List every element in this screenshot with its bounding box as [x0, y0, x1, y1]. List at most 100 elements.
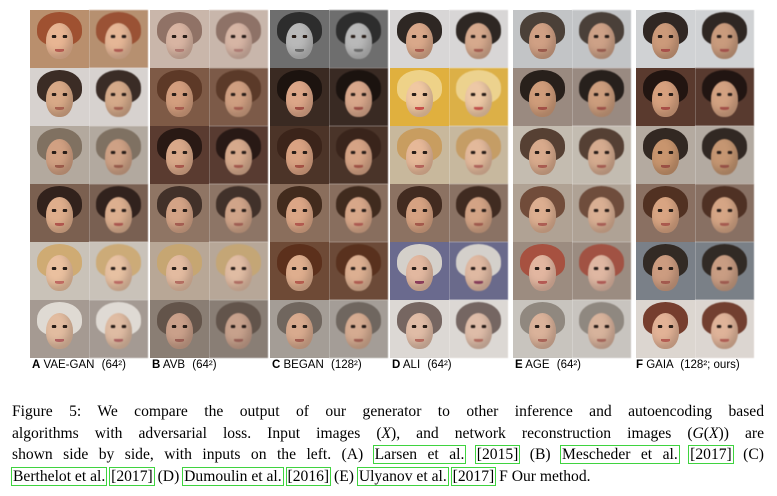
input-face-image: [270, 242, 329, 300]
face-mouth: [596, 164, 607, 168]
face-mouth: [353, 280, 364, 284]
panel-method-name: AVB: [162, 359, 186, 371]
face-eyes: [592, 92, 611, 97]
input-face-image: [150, 10, 209, 68]
face-mouth: [473, 222, 484, 226]
face-eyes: [715, 34, 734, 39]
face-eyes: [109, 92, 128, 97]
input-face-image: [636, 184, 695, 242]
face-mouth: [660, 280, 671, 284]
face-eyes: [109, 266, 128, 271]
face-mouth: [660, 164, 671, 168]
face-mouth: [294, 280, 305, 284]
panel-label-c: C BEGAN (128²): [272, 357, 362, 373]
citation-ulyanov-year[interactable]: [2017]: [450, 466, 497, 486]
face-eyes: [170, 150, 189, 155]
face-eyes: [533, 266, 552, 271]
face-eyes: [715, 92, 734, 97]
face-mouth: [414, 164, 425, 168]
face-eyes: [50, 150, 69, 155]
face-mouth: [537, 48, 548, 52]
panel-letter: B: [152, 359, 161, 371]
caption-text: algorithms with adversarial loss. Input …: [12, 424, 382, 442]
panel-method-name: AGE: [525, 359, 550, 371]
face-eyes: [50, 34, 69, 39]
face-eyes: [229, 92, 248, 97]
face-mouth: [54, 338, 65, 342]
face-mouth: [537, 222, 548, 226]
face-mouth: [54, 164, 65, 168]
panel-label-b: B AVB (64²): [152, 357, 217, 373]
reconstruction-face-image: [695, 68, 754, 126]
face-mouth: [473, 48, 484, 52]
input-face-image: [270, 68, 329, 126]
panel-resolution: (64²): [427, 359, 452, 371]
math-symbol: G: [692, 424, 704, 442]
face-mouth: [414, 106, 425, 110]
face-mouth: [113, 48, 124, 52]
citation-dumoulin[interactable]: Dumoulin et al.: [182, 466, 284, 486]
face-eyes: [290, 324, 309, 329]
face-mouth: [596, 280, 607, 284]
reconstruction-face-image: [89, 300, 148, 358]
face-mouth: [174, 280, 185, 284]
face-mouth: [353, 106, 364, 110]
reconstruction-face-image: [572, 10, 631, 68]
panel-method-name: BEGAN: [283, 359, 324, 371]
face-mouth: [719, 280, 730, 284]
panel-a: [30, 10, 148, 360]
citation-larsen[interactable]: Larsen et al.: [372, 445, 467, 464]
face-mouth: [473, 164, 484, 168]
face-eyes: [469, 34, 488, 39]
face-mouth: [537, 338, 548, 342]
face-eyes: [656, 266, 675, 271]
face-eyes: [170, 266, 189, 271]
reconstruction-face-image: [209, 10, 268, 68]
reconstruction-face-image: [449, 10, 508, 68]
reconstruction-face-image: [209, 242, 268, 300]
face-eyes: [410, 92, 429, 97]
face-eyes: [170, 92, 189, 97]
citation-mescheder-year[interactable]: [2017]: [688, 445, 734, 464]
face-mouth: [719, 164, 730, 168]
face-mouth: [473, 280, 484, 284]
citation-larsen-year[interactable]: [2015]: [474, 445, 521, 464]
input-face-image: [150, 126, 209, 184]
citation-berthelot[interactable]: Berthelot et al.: [10, 466, 108, 486]
reconstruction-face-image: [449, 68, 508, 126]
panel-letter: E: [515, 359, 523, 371]
reconstruction-face-image: [449, 300, 508, 358]
panel-resolution: (128²): [330, 359, 362, 371]
reconstruction-face-image: [572, 184, 631, 242]
face-eyes: [349, 208, 368, 213]
face-mouth: [294, 338, 305, 342]
reconstruction-face-image: [209, 300, 268, 358]
face-eyes: [469, 208, 488, 213]
reconstruction-face-image: [572, 242, 631, 300]
citation-mescheder[interactable]: Mescheder et al.: [560, 445, 680, 464]
caption-line-1: Figure 5: We compare the output of our g…: [12, 403, 764, 420]
panel-letter: C: [272, 359, 281, 371]
citation-dumoulin-year[interactable]: [2016]: [285, 466, 332, 486]
citation-berthelot-year[interactable]: [2017]: [109, 466, 155, 486]
face-mouth: [596, 106, 607, 110]
input-face-image: [390, 242, 449, 300]
face-eyes: [533, 34, 552, 39]
panel-label-a: A VAE-GAN (64²): [32, 357, 126, 373]
input-face-image: [513, 68, 572, 126]
input-face-image: [636, 68, 695, 126]
citation-ulyanov[interactable]: Ulyanov et al.: [356, 466, 449, 486]
face-eyes: [229, 324, 248, 329]
input-face-image: [390, 10, 449, 68]
caption-text: )) are: [718, 424, 764, 442]
reconstruction-face-image: [209, 126, 268, 184]
face-mouth: [660, 338, 671, 342]
face-mouth: [174, 106, 185, 110]
face-mouth: [473, 338, 484, 342]
input-face-image: [30, 10, 89, 68]
face-mouth: [113, 280, 124, 284]
face-eyes: [410, 324, 429, 329]
face-eyes: [290, 34, 309, 39]
face-eyes: [229, 266, 248, 271]
face-mouth: [174, 338, 185, 342]
